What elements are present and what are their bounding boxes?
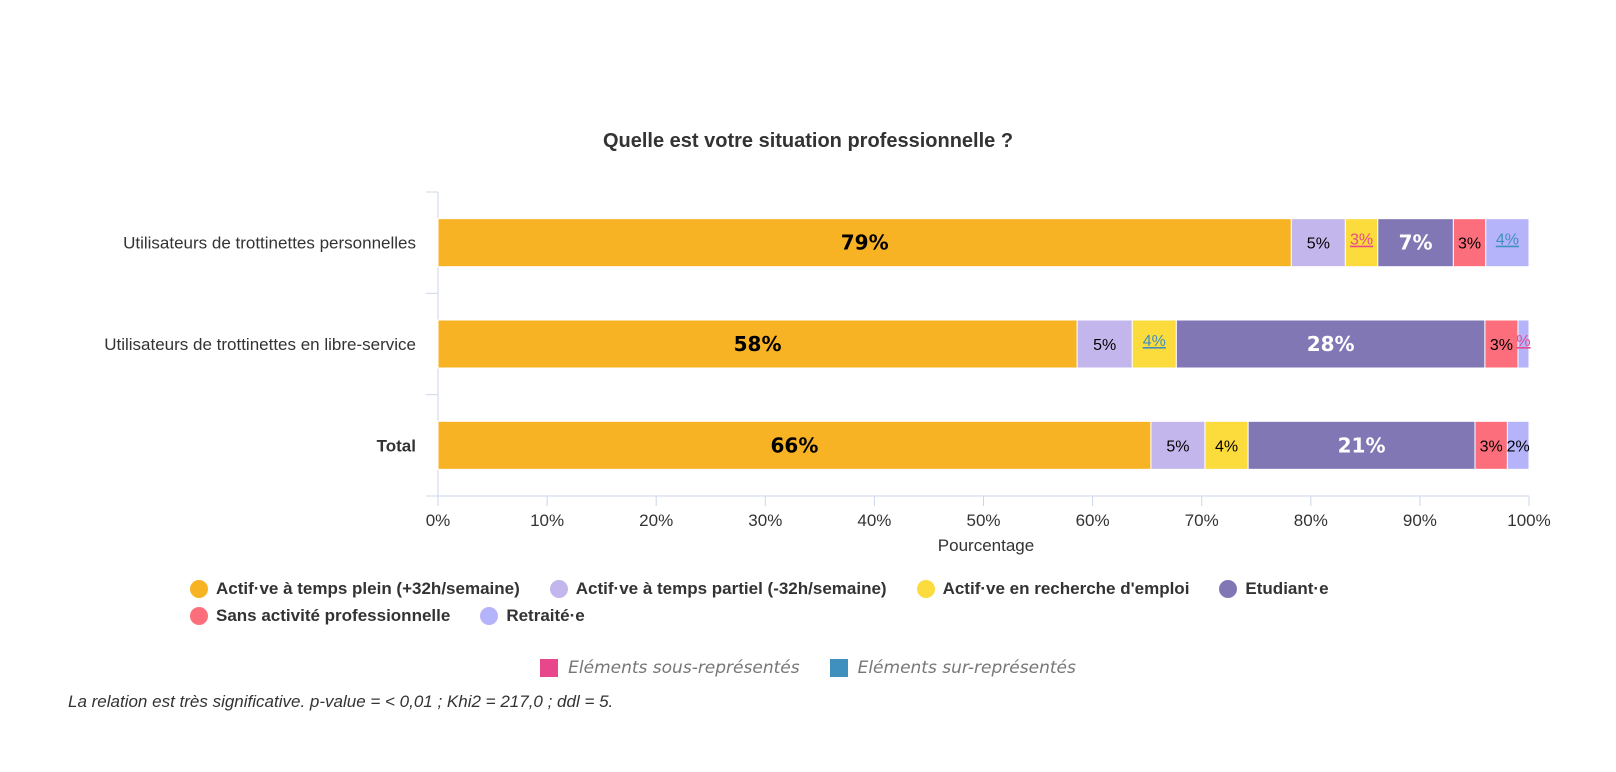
legend-label: Actif·ve à temps plein (+32h/semaine) <box>216 578 520 598</box>
x-tick-label: 80% <box>1294 511 1328 530</box>
legend-label: Sans activité professionnelle <box>216 605 451 625</box>
data-label: 21% <box>1338 433 1386 457</box>
under-represented-label: Eléments sous-représentés <box>568 658 800 678</box>
bar-segment <box>1517 319 1530 369</box>
legend-marker <box>549 579 568 598</box>
legend-label: Actif·ve à temps partiel (-32h/semaine) <box>575 578 887 598</box>
legend-marker <box>916 579 935 598</box>
data-label: 5% <box>1307 236 1330 253</box>
over-represented-swatch <box>829 659 848 677</box>
bar-segment <box>1474 420 1508 470</box>
x-tick-label: 20% <box>639 511 673 530</box>
legend-item[interactable]: Actif·ve à temps plein (+32h/semaine) <box>190 579 520 599</box>
x-tick-label: 70% <box>1185 511 1219 530</box>
bar-segment <box>1175 319 1486 369</box>
legend-label: Retraité·e <box>506 605 585 625</box>
data-label: 2% <box>1507 438 1530 455</box>
over-represented-label: Eléments sur-représentés <box>857 658 1076 678</box>
bar-segment <box>437 218 1292 268</box>
data-label: 5% <box>1166 438 1189 455</box>
x-tick-label: 90% <box>1403 511 1437 530</box>
legend-item[interactable]: Sans activité professionnelle <box>190 606 450 626</box>
data-label: 4% <box>1215 438 1238 455</box>
bar-segment <box>1506 420 1530 470</box>
chart-title: Quelle est votre situation professionnel… <box>603 130 1013 152</box>
data-label: 79% <box>841 231 889 255</box>
data-label: 3% <box>1458 236 1481 253</box>
category-label: Utilisateurs de trottinettes en libre-se… <box>104 335 416 354</box>
bar-segment <box>1204 420 1249 470</box>
legend-item[interactable]: Etudiant·e <box>1219 578 1329 599</box>
data-label: 5% <box>1093 337 1116 354</box>
bar-segment <box>1484 319 1519 369</box>
x-tick-label: 60% <box>1076 511 1110 530</box>
legend-row: Actif·ve à temps plein (+32h/semaine) Act… <box>190 575 1450 602</box>
data-label: 3% <box>1350 232 1373 249</box>
legend-item[interactable]: Actif·ve à temps partiel (-32h/semaine) <box>549 578 887 599</box>
category-label: Utilisateurs de trottinettes personnelle… <box>123 234 416 253</box>
legend-row: Sans activité professionnelle Retraité·e <box>190 602 1450 629</box>
bar-segment <box>1247 420 1476 470</box>
x-axis-title: Pourcentage <box>938 536 1034 555</box>
data-label: 3% <box>1490 337 1513 354</box>
x-tick-label: 30% <box>748 511 782 530</box>
bar-segment <box>1150 420 1206 470</box>
significance-note: La relation est très significative. p-va… <box>68 692 614 711</box>
data-label: 28% <box>1307 332 1355 356</box>
under-represented-key: Eléments sous-représentés <box>540 658 800 678</box>
bar-segment <box>437 420 1152 470</box>
legend-label: Actif·ve en recherche d'emploi <box>942 578 1190 598</box>
x-tick-label: 0% <box>426 511 451 530</box>
data-label: 3% <box>1480 438 1503 455</box>
bar-segment <box>1131 319 1177 369</box>
bar-segment <box>1076 319 1133 369</box>
data-label: % <box>1516 333 1530 350</box>
legend-marker <box>190 579 208 598</box>
x-tick-label: 10% <box>530 511 564 530</box>
stacked-bar-chart: Quelle est votre situation professionnel… <box>104 130 1551 555</box>
data-label: 4% <box>1143 333 1166 350</box>
data-label: 58% <box>734 332 782 356</box>
legend-item[interactable]: Retraité·e <box>480 605 585 626</box>
legend: Actif·ve à temps plein (+32h/semaine) Act… <box>190 575 1450 629</box>
data-label: 66% <box>771 433 819 457</box>
bar-segment <box>437 319 1078 369</box>
data-label: 4% <box>1496 232 1519 249</box>
legend-label: Etudiant·e <box>1245 578 1329 598</box>
legend-marker <box>480 606 499 625</box>
legend-item[interactable]: Actif·ve en recherche d'emploi <box>916 578 1190 599</box>
bar-segment <box>1485 218 1530 268</box>
x-tick-label: 50% <box>966 511 1000 530</box>
representation-legend: Eléments sous-représentés Eléments sur-r… <box>0 658 1616 678</box>
legend-marker <box>1219 579 1238 598</box>
data-label: 7% <box>1399 231 1433 255</box>
category-label: Total <box>377 436 416 455</box>
under-represented-swatch <box>540 659 559 677</box>
x-tick-label: 40% <box>857 511 891 530</box>
over-represented-key: Eléments sur-représentés <box>829 658 1076 678</box>
bar-segment <box>1344 218 1379 268</box>
legend-marker <box>190 606 208 625</box>
x-tick-label: 100% <box>1507 511 1550 530</box>
